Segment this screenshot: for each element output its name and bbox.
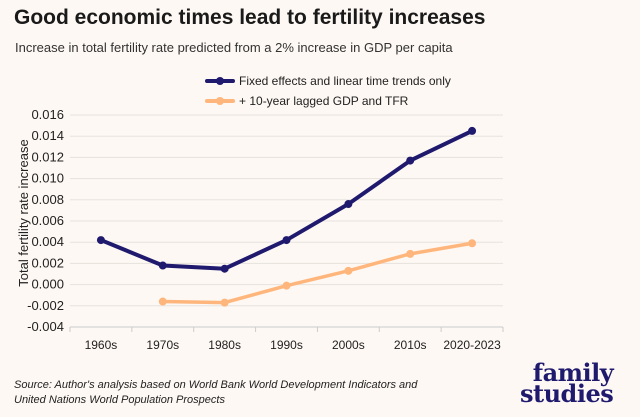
data-point	[158, 261, 167, 270]
data-point	[220, 264, 229, 273]
data-point	[468, 239, 477, 248]
y-tick-label: 0.010	[31, 171, 64, 186]
x-tick-label: 1980s	[208, 338, 241, 352]
x-tick-label: 1960s	[85, 338, 118, 352]
data-point	[282, 281, 291, 290]
y-tick-label: 0.008	[31, 192, 64, 207]
x-tick-label: 1990s	[270, 338, 303, 352]
series-line-1	[162, 241, 473, 305]
logo-line-2: studies	[520, 379, 614, 408]
y-tick-label: 0.014	[31, 128, 64, 143]
source-line-2: United Nations World Population Prospect…	[14, 394, 225, 406]
y-tick-label: -0.004	[27, 319, 64, 334]
y-tick-label: 0.006	[31, 213, 64, 228]
x-tick-label: 2010s	[394, 338, 427, 352]
y-tick-label: 0.002	[31, 255, 64, 270]
data-point	[344, 266, 353, 275]
y-tick-label: -0.002	[27, 298, 64, 313]
legend-item-fixed-effects: Fixed effects and linear time trends onl…	[205, 74, 451, 88]
legend-swatch-orange	[205, 97, 235, 105]
data-point	[406, 156, 415, 165]
y-tick-label: 0.004	[31, 234, 64, 249]
x-tick-label: 1970s	[146, 338, 179, 352]
legend-item-lagged: + 10-year lagged GDP and TFR	[205, 94, 408, 108]
x-tick-label: 2020-2023	[443, 338, 501, 352]
y-tick-label: 0.012	[31, 149, 64, 164]
data-point	[220, 298, 229, 307]
legend-label: + 10-year lagged GDP and TFR	[239, 94, 409, 108]
x-tick-label: 2000s	[332, 338, 365, 352]
data-point	[344, 200, 353, 209]
data-point	[468, 126, 477, 135]
chart-subtitle: Increase in total fertility rate predict…	[15, 40, 453, 55]
legend-swatch-navy	[205, 77, 235, 85]
data-point	[282, 236, 291, 245]
family-studies-logo: family studies	[520, 358, 614, 408]
legend-label: Fixed effects and linear time trends onl…	[239, 74, 451, 88]
y-axis-label: Total fertility rate increase	[16, 139, 31, 286]
y-tick-label: 0.000	[31, 277, 64, 292]
y-tick-label: 0.016	[31, 107, 64, 122]
data-point	[158, 297, 167, 306]
data-point	[406, 249, 415, 258]
source-line-1: Source: Author's analysis based on World…	[14, 379, 418, 391]
data-point	[96, 236, 105, 245]
source-note: Source: Author's analysis based on World…	[14, 378, 417, 408]
logo-line-1: family	[532, 358, 614, 387]
chart-title: Good economic times lead to fertility in…	[14, 6, 486, 29]
